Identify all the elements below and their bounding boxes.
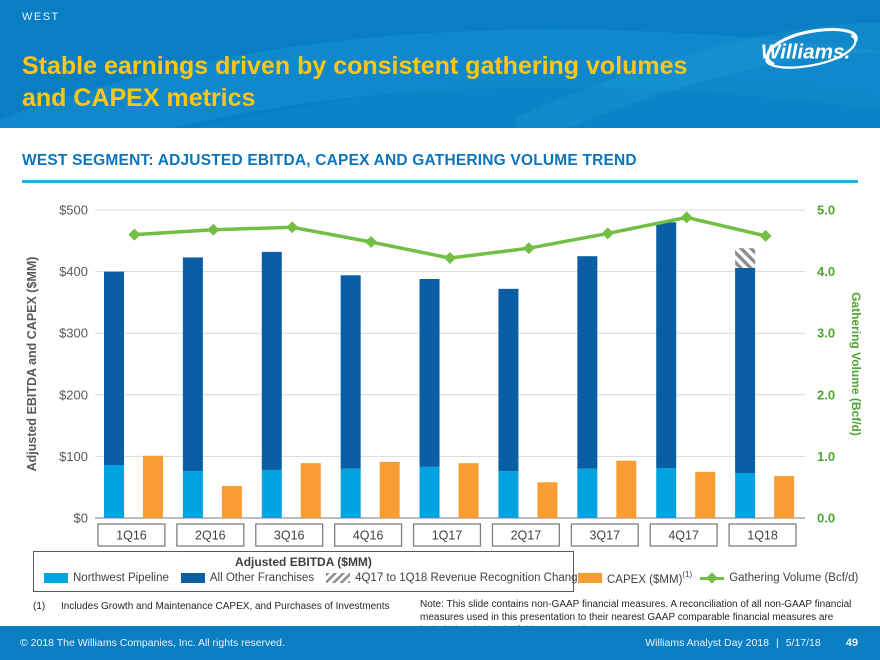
svg-text:Gathering Volume (Bcf/d): Gathering Volume (Bcf/d) bbox=[849, 292, 863, 436]
footnote: (1) Includes Growth and Maintenance CAPE… bbox=[33, 601, 390, 612]
svg-text:1Q16: 1Q16 bbox=[116, 529, 147, 543]
page-number: 49 bbox=[845, 637, 858, 649]
svg-text:4.0: 4.0 bbox=[817, 264, 835, 279]
combo-chart: $0 0.0 $100 1.0 $200 2.0 $300 3.0 $400 4.0 $500 5.0… bbox=[25, 203, 863, 547]
footnote-marker: (1) bbox=[33, 601, 46, 612]
legend-item-capex: CAPEX ($MM)(1) bbox=[578, 570, 692, 586]
svg-text:1Q18: 1Q18 bbox=[747, 529, 778, 543]
legend-item-northwest-pipeline: Northwest Pipeline bbox=[44, 572, 169, 584]
section-title: WEST SEGMENT: ADJUSTED EBITDA, CAPEX AND… bbox=[22, 152, 637, 169]
outside-legend: CAPEX ($MM)(1) Gathering Volume (Bcf/d) bbox=[578, 570, 858, 586]
svg-text:$300: $300 bbox=[59, 326, 88, 341]
section-underline bbox=[22, 180, 858, 183]
legend-item-gathering-volume: Gathering Volume (Bcf/d) bbox=[700, 572, 858, 584]
svg-text:0.0: 0.0 bbox=[817, 511, 835, 526]
footer-event: Williams Analyst Day 2018 bbox=[645, 637, 769, 649]
svg-text:2Q16: 2Q16 bbox=[195, 529, 226, 543]
header-band: WEST Stable earnings driven by consisten… bbox=[0, 0, 880, 128]
svg-text:$400: $400 bbox=[59, 264, 88, 279]
svg-text:2.0: 2.0 bbox=[817, 387, 835, 402]
williams-logo-text: Williams. bbox=[761, 41, 850, 64]
legend-item-revenue-recognition: 4Q17 to 1Q18 Revenue Recognition Change bbox=[326, 572, 584, 584]
legend-item-all-other-franchises: All Other Franchises bbox=[180, 572, 315, 584]
svg-text:3.0: 3.0 bbox=[817, 326, 835, 341]
svg-text:$500: $500 bbox=[59, 203, 88, 218]
gathering-volume-line-marker-icon bbox=[700, 572, 725, 584]
copyright-text: © 2018 The Williams Companies, Inc. All … bbox=[20, 637, 285, 649]
legend-label: All Other Franchises bbox=[209, 572, 315, 584]
svg-text:4Q16: 4Q16 bbox=[353, 529, 384, 543]
footnote-text: Includes Growth and Maintenance CAPEX, a… bbox=[61, 601, 390, 612]
svg-text:Adjusted EBITDA and CAPEX ($MM: Adjusted EBITDA and CAPEX ($MM) bbox=[25, 257, 39, 472]
legend-label: CAPEX ($MM)(1) bbox=[607, 570, 693, 586]
williams-logo: Williams. bbox=[754, 20, 866, 80]
footer-date: 5/17/18 bbox=[785, 637, 821, 649]
footer-separator: | bbox=[775, 637, 779, 649]
legend-label: 4Q17 to 1Q18 Revenue Recognition Change bbox=[355, 572, 584, 584]
footer-bar: © 2018 The Williams Companies, Inc. All … bbox=[0, 626, 880, 660]
williams-logo-swoosh-icon: Williams. bbox=[761, 28, 858, 69]
svg-text:3Q17: 3Q17 bbox=[589, 529, 620, 543]
svg-text:$0: $0 bbox=[74, 511, 88, 526]
slide-title: Stable earnings driven by consistent gat… bbox=[22, 52, 688, 112]
ebitda-legend-box: Adjusted EBITDA ($MM) Northwest Pipeline… bbox=[33, 551, 584, 592]
legend-label: Gathering Volume (Bcf/d) bbox=[729, 572, 859, 584]
capex-swatch bbox=[578, 573, 602, 583]
northwest-pipeline-swatch bbox=[44, 573, 68, 583]
svg-text:3Q16: 3Q16 bbox=[274, 529, 305, 543]
svg-text:5.0: 5.0 bbox=[817, 203, 835, 218]
svg-text:$200: $200 bbox=[59, 387, 88, 402]
svg-text:1Q17: 1Q17 bbox=[432, 529, 463, 543]
hatch-swatch bbox=[326, 573, 351, 583]
all-other-franchises-swatch bbox=[180, 573, 205, 583]
svg-text:4Q17: 4Q17 bbox=[668, 529, 699, 543]
svg-text:1.0: 1.0 bbox=[817, 449, 835, 464]
header-swoosh-graphic bbox=[0, 22, 880, 128]
svg-text:$100: $100 bbox=[59, 449, 88, 464]
legend-box-title: Adjusted EBITDA ($MM) bbox=[235, 555, 372, 569]
legend-label: Northwest Pipeline bbox=[73, 572, 169, 584]
segment-eyebrow: WEST bbox=[22, 11, 60, 23]
svg-text:2Q17: 2Q17 bbox=[511, 529, 542, 543]
